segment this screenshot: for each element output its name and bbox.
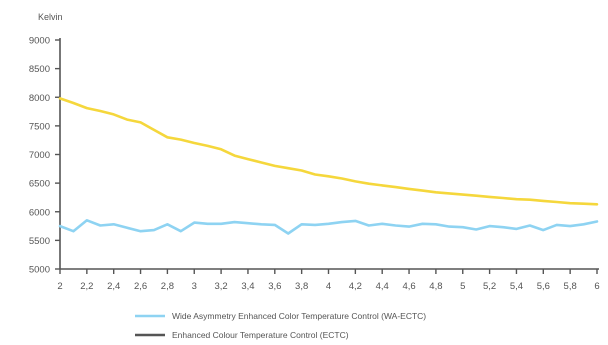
y-tick-label: 6500 <box>29 179 50 190</box>
x-tick-label: 4,8 <box>429 281 442 292</box>
x-tick-label: 4,4 <box>376 281 389 292</box>
x-tick-label: 3,2 <box>214 281 227 292</box>
y-tick-label: 7500 <box>29 121 50 132</box>
x-tick-label: 5 <box>460 281 465 292</box>
x-tick-label: 6 <box>594 281 599 292</box>
series-lines <box>58 97 599 235</box>
y-tick-label: 8500 <box>29 64 50 75</box>
x-tick-label: 3,6 <box>268 281 281 292</box>
y-tick-label: 8000 <box>29 93 50 104</box>
y-tick-label: 6000 <box>29 207 50 218</box>
x-tick-label: 4 <box>326 281 331 292</box>
x-tick-label: 2,2 <box>80 281 93 292</box>
x-tick-label: 5,4 <box>510 281 523 292</box>
y-axis-title: Kelvin <box>38 12 63 22</box>
x-tick-label: 3,4 <box>241 281 254 292</box>
x-tick-label: 4,6 <box>402 281 415 292</box>
series-line-ectc <box>58 97 599 206</box>
legend-label-ectc: Enhanced Colour Temperature Control (ECT… <box>172 330 349 340</box>
y-tick-label: 5000 <box>29 265 50 276</box>
y-tick-label: 9000 <box>29 36 50 47</box>
x-tick-label: 2,8 <box>161 281 174 292</box>
y-tick-label: 7000 <box>29 150 50 161</box>
x-axis: 2 2,2 2,4 2,6 2,8 3 3,2 3,4 3,6 3,8 4 4,2 4,4 4,6 4,8 5… <box>57 268 600 292</box>
x-tick-label: 3 <box>192 281 197 292</box>
x-tick-label: 2,6 <box>134 281 147 292</box>
x-tick-label: 4,2 <box>349 281 362 292</box>
x-tick-label: 5,8 <box>564 281 577 292</box>
x-tick-label: 2 <box>57 281 62 292</box>
legend: Wide Asymmetry Enhanced Color Temperatur… <box>135 311 426 340</box>
series-line-wa-ectc <box>58 219 599 235</box>
x-tick-label: 2,4 <box>107 281 120 292</box>
y-tick-label: 5500 <box>29 236 50 247</box>
x-tick-label: 5,2 <box>483 281 496 292</box>
x-tick-label: 3,8 <box>295 281 308 292</box>
legend-label-wa-ectc: Wide Asymmetry Enhanced Color Temperatur… <box>172 311 426 321</box>
x-tick-label: 5,6 <box>537 281 550 292</box>
y-axis: 5000 5500 6000 6500 7000 7500 8000 8500 9000 <box>29 36 61 276</box>
